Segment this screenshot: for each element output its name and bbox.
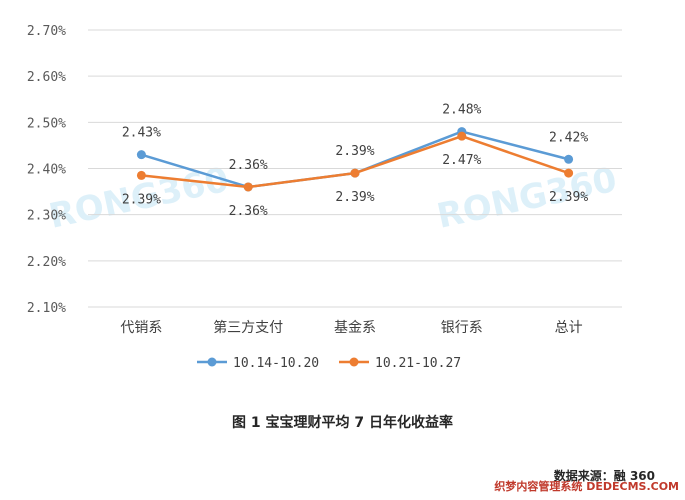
chart-caption: 图 1 宝宝理财平均 7 日年化收益率 bbox=[232, 415, 453, 431]
data-label-s1: 2.36% bbox=[229, 158, 268, 173]
data-source: 数据来源：融 360 bbox=[553, 469, 655, 483]
data-point-s2 bbox=[136, 170, 146, 180]
x-tick-label: 基金系 bbox=[334, 319, 376, 336]
y-tick-label: 2.50% bbox=[27, 116, 66, 131]
data-point-s2 bbox=[457, 131, 467, 141]
y-tick-label: 2.60% bbox=[27, 70, 66, 85]
y-tick-label: 2.70% bbox=[27, 24, 66, 39]
data-label-s1: 2.39% bbox=[335, 144, 374, 159]
data-label-s1: 2.42% bbox=[549, 130, 588, 145]
legend-label-2: 10.21-10.27 bbox=[375, 356, 461, 371]
x-tick-label: 第三方支付 bbox=[213, 319, 283, 336]
x-tick-label: 银行系 bbox=[441, 320, 483, 336]
watermark-right: RONG360 bbox=[434, 160, 621, 237]
legend-label-1: 10.14-10.20 bbox=[233, 356, 319, 371]
data-label-s2: 2.36% bbox=[229, 204, 268, 219]
y-tick-label: 2.40% bbox=[27, 163, 66, 178]
data-label-s2: 2.39% bbox=[549, 190, 588, 205]
legend-marker-1 bbox=[207, 357, 217, 367]
site-watermark: 织梦内容管理系统 DEDECMS.COM bbox=[494, 480, 679, 493]
legend-marker-2 bbox=[349, 357, 359, 367]
x-tick-label: 代销系 bbox=[120, 320, 162, 336]
data-point-s2 bbox=[243, 182, 253, 192]
data-label-s1: 2.48% bbox=[442, 103, 481, 118]
data-label-s1: 2.43% bbox=[122, 126, 161, 141]
data-label-s2: 2.39% bbox=[122, 192, 161, 207]
data-point-s2 bbox=[350, 168, 360, 178]
y-tick-label: 2.10% bbox=[27, 301, 66, 316]
data-point-s2 bbox=[564, 168, 574, 178]
x-tick-label: 总计 bbox=[555, 320, 583, 336]
data-label-s2: 2.47% bbox=[442, 153, 481, 168]
data-label-s2: 2.39% bbox=[335, 190, 374, 205]
data-point-s1 bbox=[564, 154, 574, 164]
y-tick-label: 2.20% bbox=[27, 255, 66, 270]
y-tick-label: 2.30% bbox=[27, 209, 66, 224]
data-point-s1 bbox=[136, 150, 146, 160]
